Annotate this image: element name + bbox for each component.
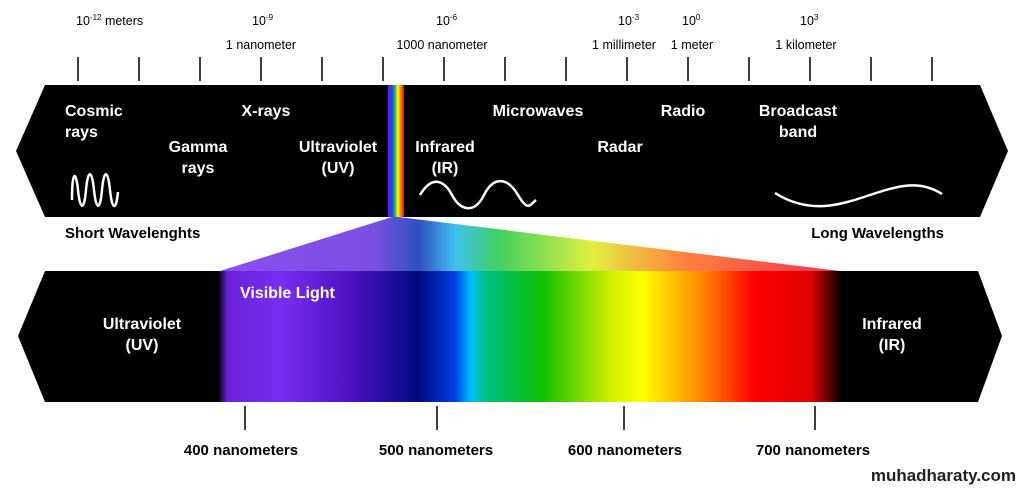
label-broadcast-band-2: band [779,124,817,141]
scale-unit-1000nm: 1000 nanometer [396,38,487,52]
label-cosmic-rays: Cosmic [65,103,123,120]
visible-ir-label-2: (IR) [879,337,906,354]
scale-label-e3: 103 [800,13,819,28]
label-gamma-rays-2: rays [182,160,215,177]
scale-label-e-6: 10-6 [436,13,458,28]
watermark: muhadharaty.com [871,466,1016,485]
short-wave-icon [70,173,120,208]
scale-labels: 10-12 meters 10-9 1 nanometer 10-6 1000 … [76,13,837,52]
short-wavelengths-label: Short Wavelenghts [65,225,200,242]
label-ultraviolet: Ultraviolet [299,139,378,156]
scale-ticks [77,57,933,81]
scale-unit-nanometer: 1 nanometer [226,38,296,52]
visible-ir-label: Infrared [862,316,922,333]
spectrum-band [16,85,1008,217]
tick-600nm: 600 nanometers [568,442,682,459]
label-microwaves: Microwaves [493,103,584,120]
tick-400nm: 400 nanometers [184,442,298,459]
scale-unit-meter: 1 meter [671,38,713,52]
nanometer-ticks [244,406,816,430]
visible-uv-label-2: (UV) [126,337,159,354]
visible-light-title: Visible Light [240,285,336,302]
label-infrared-2: (IR) [432,160,459,177]
label-cosmic-rays-2: rays [65,124,98,141]
visible-light-fan [220,217,840,271]
visible-uv-label: Ultraviolet [103,316,182,333]
label-radio: Radio [661,103,706,120]
tick-500nm: 500 nanometers [379,442,493,459]
scale-label-e-9: 10-9 [252,13,274,28]
visible-gradient [218,271,842,402]
long-wave-icon [774,184,943,208]
scale-unit-millimeter: 1 millimeter [592,38,656,52]
tick-700nm: 700 nanometers [756,442,870,459]
label-ultraviolet-2: (UV) [322,160,355,177]
scale-unit-kilometer: 1 kilometer [775,38,836,52]
medium-wave-icon [418,179,537,210]
label-infrared: Infrared [415,139,475,156]
label-radar: Radar [597,139,642,156]
label-broadcast-band: Broadcast [759,103,838,120]
scale-label-e0: 100 [682,13,701,28]
label-x-rays: X-rays [242,103,291,120]
scale-label-e-3: 10-3 [618,13,640,28]
long-wavelengths-label: Long Wavelengths [811,225,944,242]
scale-label-e-12: 10-12 meters [76,13,143,28]
visible-strip [388,85,404,217]
label-gamma-rays: Gamma [169,139,228,156]
